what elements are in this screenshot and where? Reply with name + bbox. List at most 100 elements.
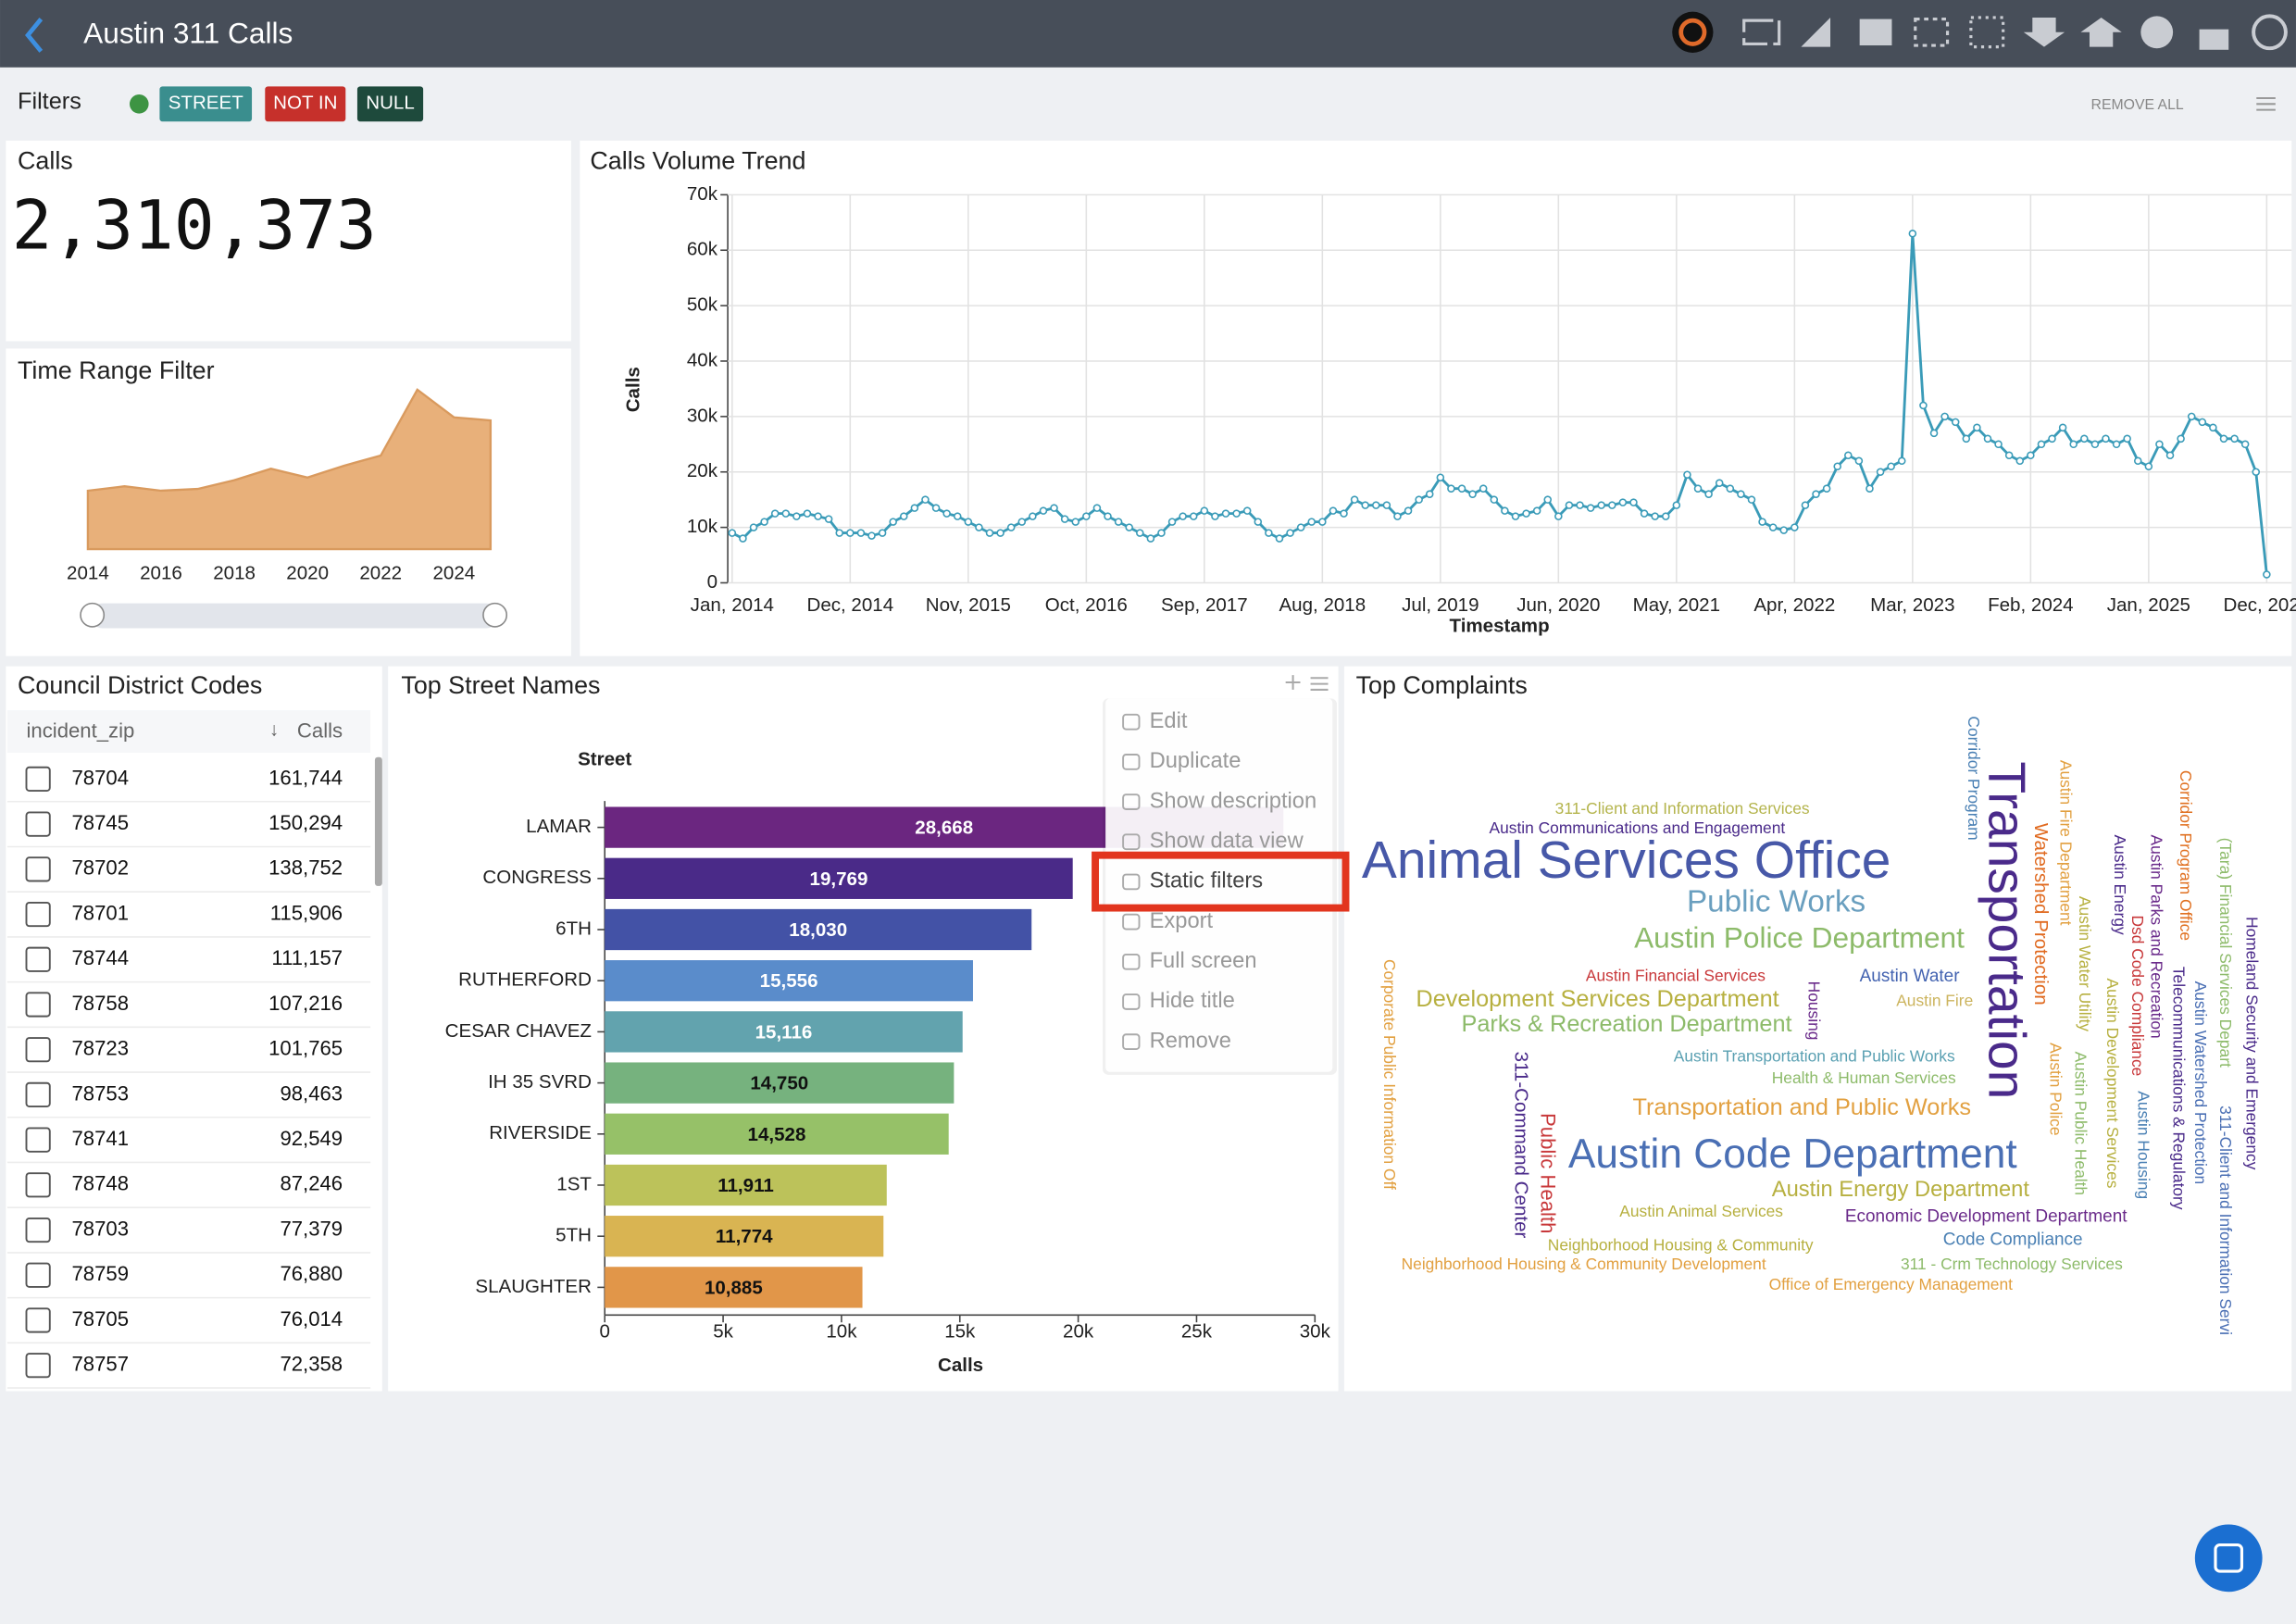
row-checkbox[interactable] [25,1262,51,1288]
row-checkbox[interactable] [25,766,51,793]
table-header [6,710,371,753]
table-cell: 78753 [72,1081,130,1105]
word: Austin Code Department [1568,1131,2017,1177]
panel-title: Time Range Filter [18,356,215,384]
word: Public Health [1536,1113,1559,1233]
filter-chip[interactable] [159,86,253,122]
point [2263,570,2271,579]
menu-item[interactable]: Show data view [1150,830,1304,854]
menu-item[interactable]: Duplicate [1150,749,1242,773]
point [2069,440,2078,449]
row-checkbox[interactable] [25,1217,51,1243]
point [846,529,855,537]
globe-icon[interactable] [2140,16,2174,49]
row-checkbox[interactable] [25,1353,51,1379]
point [835,529,844,537]
filter-status-dot [129,94,149,114]
row-checkbox[interactable] [25,992,51,1018]
menu-item[interactable]: Show description [1150,789,1317,813]
menu-icon [1122,793,1141,810]
row-checkbox[interactable] [25,1307,51,1333]
point [1179,512,1187,520]
row-checkbox[interactable] [25,946,51,972]
y-tick-label: 20k [687,460,718,481]
menu-item[interactable]: Static filters [1150,869,1264,893]
user-avatar[interactable] [1672,11,1714,53]
panel-title: Top Street Names [401,671,600,699]
dashboard-title: Austin 311 Calls [83,16,293,49]
point [900,512,908,520]
filter-menu-icon[interactable] [2256,96,2276,111]
point [1125,523,1133,531]
settings-icon[interactable] [1801,17,1831,47]
point [2090,440,2100,449]
y-tick-label: RIVERSIDE [489,1122,592,1143]
y-tick-label: CESAR CHAVEZ [445,1020,592,1042]
word: Austin Fire [1896,991,1973,1009]
x-tick-label: 20k [1063,1321,1094,1343]
menu-icon [1122,913,1141,931]
filter-chip[interactable] [356,86,424,122]
word: Office of Emergency Management [1769,1275,2014,1293]
help-icon[interactable] [2252,14,2288,51]
table-cell: 101,765 [268,1037,343,1060]
grid-icon[interactable] [1969,16,2005,49]
menu-icon [1122,1033,1141,1051]
y-tick-label: LAMAR [526,816,592,837]
back-button[interactable] [25,18,44,53]
range-slider-handle[interactable] [482,602,508,628]
panel-title: Council District Codes [18,671,262,699]
align-icon[interactable] [1914,17,1950,47]
bar [605,1113,949,1155]
table-cell: 78759 [72,1262,130,1285]
point [1157,529,1166,537]
y-tick-label: 10k [687,516,718,537]
help-fab[interactable] [2194,1524,2263,1593]
word: Neighborhood Housing & Community [1548,1236,1814,1255]
point [1104,512,1112,520]
point [1629,498,1638,506]
filter-chip-label: NOT IN [273,93,337,114]
bar [605,1267,863,1308]
point [1833,462,1841,471]
row-checkbox[interactable] [25,1081,51,1108]
lock-icon[interactable] [2199,29,2229,50]
row-checkbox[interactable] [25,811,51,837]
remove-all-button[interactable]: REMOVE ALL [2091,97,2184,113]
column-header[interactable]: incident_zip [26,719,134,743]
row-checkbox[interactable] [25,1127,51,1153]
filter-chip[interactable] [265,86,346,122]
menu-item[interactable]: Hide title [1150,989,1235,1013]
row-checkbox[interactable] [25,901,51,928]
word: Austin Public Health [2071,1052,2090,1196]
row-checkbox[interactable] [25,1172,51,1198]
y-tick-label: 6TH [555,918,592,939]
row-checkbox[interactable] [25,1037,51,1063]
upload-icon[interactable] [2080,17,2122,47]
row-checkbox[interactable] [25,856,51,882]
column-header[interactable]: Calls [297,719,343,743]
point [1029,512,1037,520]
point [1318,518,1327,526]
menu-item[interactable]: Export [1150,909,1214,933]
point [1618,498,1628,506]
layout-icon[interactable] [1859,19,1892,46]
panel-controls[interactable] [1285,675,1329,691]
sort-arrow[interactable]: ↓ [269,719,279,741]
x-tick-label: 10k [826,1321,857,1343]
scrollbar[interactable] [374,756,382,886]
range-slider-handle[interactable] [80,602,106,628]
point [1006,523,1016,531]
menu-item[interactable]: Full screen [1150,949,1257,973]
word: Corporate Public Information Off [1380,959,1399,1190]
point [2004,451,2014,460]
data-label: 10,885 [705,1277,763,1298]
filter-chip-label: NULL [366,93,415,114]
range-slider-track[interactable] [91,603,498,629]
menu-icon [1122,833,1141,851]
point [1854,456,1864,466]
menu-item[interactable]: Remove [1150,1029,1231,1053]
validate-icon[interactable] [1742,19,1781,46]
menu-item[interactable]: Edit [1150,709,1188,733]
